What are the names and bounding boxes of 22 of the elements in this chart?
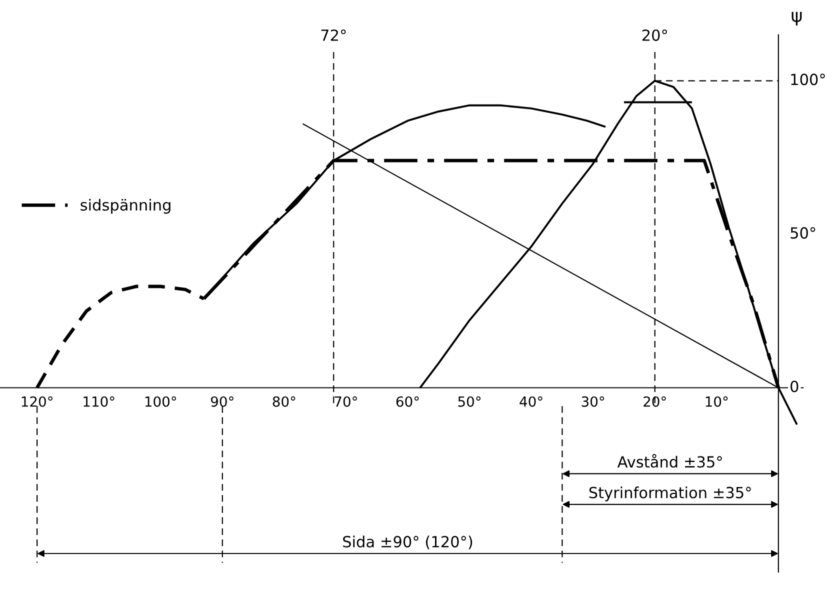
x-tick-label: 90° <box>210 396 234 407</box>
x-tick-label: 10° <box>706 396 728 407</box>
x-tick-label: 30° <box>582 396 604 407</box>
ref-line-label: 20° <box>642 29 667 41</box>
legend-label: sidspänning <box>80 198 170 214</box>
y-tick-label: 50° <box>790 227 816 239</box>
annotation: Styrinformation ±35° <box>589 486 751 502</box>
ref-line-label: 72° <box>321 29 346 41</box>
y-axis-title: ψ <box>792 12 802 26</box>
x-tick-label: 80° <box>272 396 296 407</box>
y-tick-label: 0 <box>790 380 798 392</box>
x-tick-label: 20° <box>644 396 666 407</box>
x-tick-label: 40° <box>520 396 542 407</box>
x-tick-label: 110° <box>84 396 114 407</box>
x-tick-label: 100° <box>145 396 176 407</box>
x-tick-label: 50° <box>458 396 481 407</box>
x-tick-label: 60° <box>396 396 419 407</box>
x-tick-label: 70° <box>334 396 357 407</box>
annotation: Sida ±90° (120°) <box>343 536 472 550</box>
annotation: Avstånd ±35° <box>617 454 722 468</box>
y-tick-label: 100° <box>791 74 825 86</box>
x-tick-label: 120° <box>22 396 52 407</box>
